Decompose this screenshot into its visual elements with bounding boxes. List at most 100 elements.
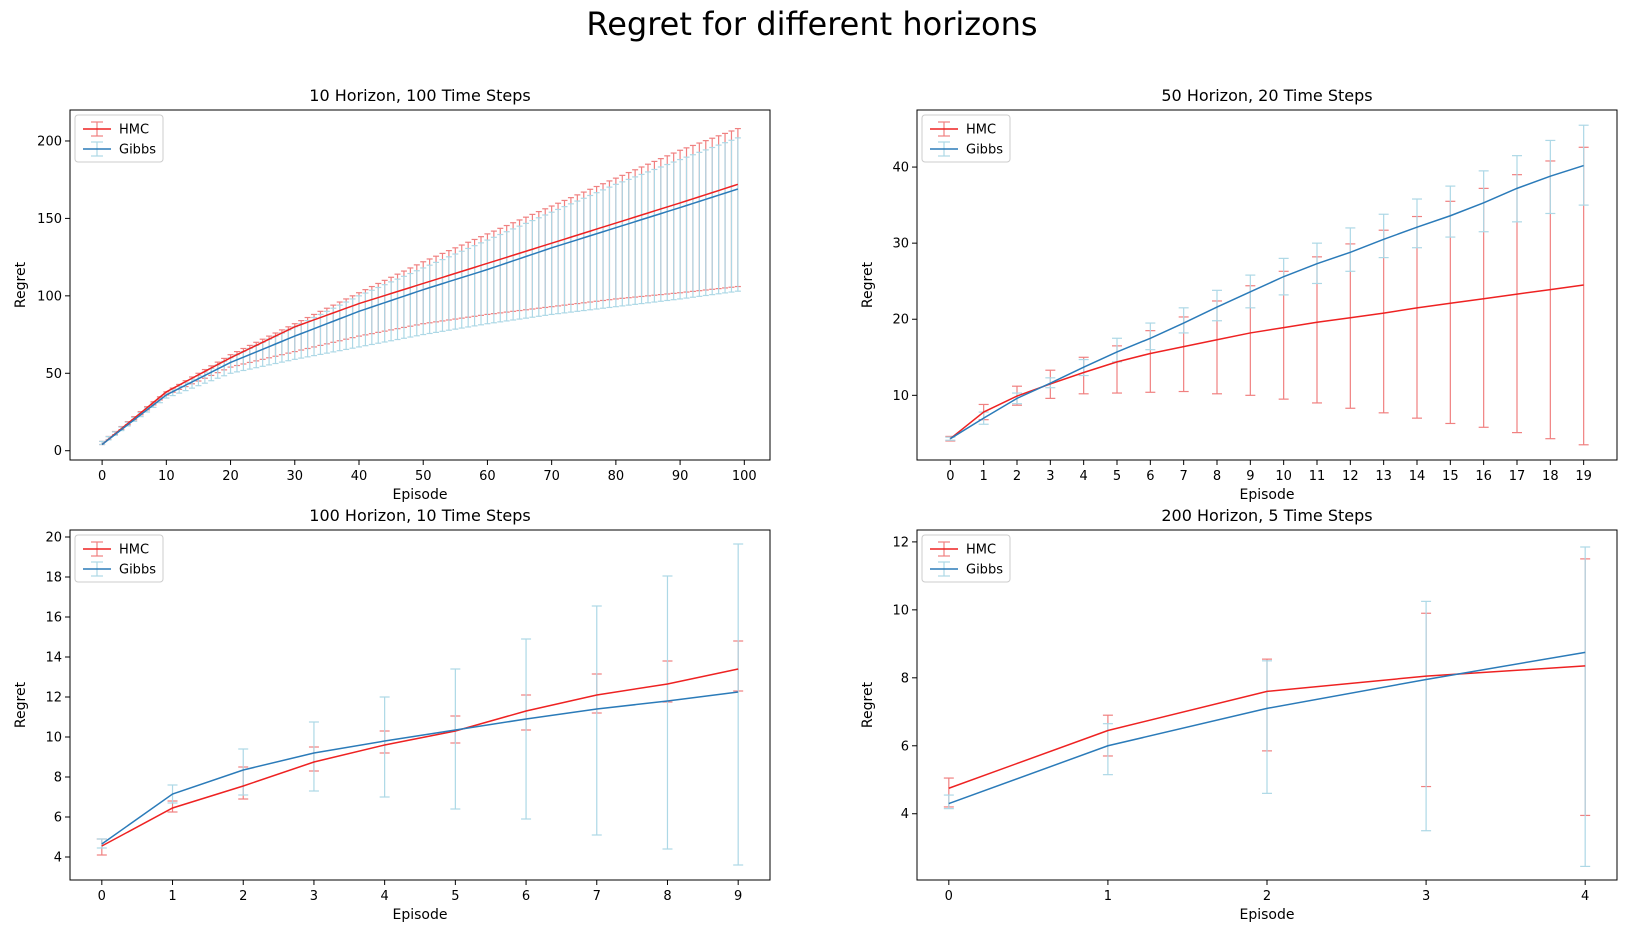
errorbars-gibbs: [945, 124, 1589, 441]
series-line-hmc: [101, 668, 739, 847]
y-axis-label: Regret: [13, 261, 29, 308]
y-tick-label: 50: [45, 367, 62, 382]
x-tick-label: 2: [1013, 469, 1021, 484]
x-tick-label: 70: [543, 469, 560, 484]
x-tick-label: 2: [239, 889, 247, 904]
x-tick-label: 30: [286, 469, 303, 484]
legend: HMC Gibbs: [74, 114, 164, 163]
x-tick-label: 0: [946, 469, 954, 484]
axes-frame: [69, 109, 771, 461]
x-axis-label: Episode: [1240, 487, 1295, 503]
x-tick-label: 4: [1080, 469, 1088, 484]
x-tick-label: 12: [1342, 469, 1359, 484]
x-tick-label: 19: [1575, 469, 1592, 484]
series-line-gibbs: [101, 691, 739, 845]
subplot-1: 10 Horizon, 100 Time Steps 0 10 20 30 40 50 60 7…: [13, 86, 771, 503]
x-tick-label: 1: [168, 889, 176, 904]
x-tick-label: 10: [1275, 469, 1292, 484]
errorbars-gibbs: [943, 546, 1591, 868]
y-tick-label: 12: [45, 691, 62, 706]
y-tick-label: 20: [45, 531, 62, 546]
y-tick-label: 150: [37, 212, 62, 227]
x-tick-label: 13: [1375, 469, 1392, 484]
x-tick-label: 40: [351, 469, 368, 484]
x-tick-label: 3: [310, 889, 318, 904]
y-axis-label: Regret: [860, 261, 876, 308]
x-tick-label: 1: [1104, 889, 1112, 904]
legend: HMC Gibbs: [921, 114, 1011, 163]
subplot-title: 200 Horizon, 5 Time Steps: [1161, 506, 1372, 525]
legend-label: Gibbs: [119, 563, 156, 578]
x-tick-label: 3: [1422, 889, 1430, 904]
legend: HMC Gibbs: [921, 534, 1011, 583]
series-line-hmc: [101, 183, 739, 446]
y-tick-label: 18: [45, 571, 62, 586]
y-tick-label: 12: [892, 535, 909, 550]
x-tick-label: 4: [381, 889, 389, 904]
x-tick-label: 8: [1213, 469, 1221, 484]
errorbars-hmc: [99, 127, 741, 446]
y-tick-label: 0: [54, 444, 62, 459]
x-tick-label: 11: [1309, 469, 1326, 484]
legend-label: HMC: [966, 543, 996, 558]
x-tick-label: 18: [1542, 469, 1559, 484]
errorbars-hmc: [945, 146, 1589, 446]
x-tick-label: 7: [593, 889, 601, 904]
legend-label: HMC: [119, 543, 149, 558]
x-tick-label: 3: [1046, 469, 1054, 484]
legend-label: HMC: [119, 123, 149, 138]
y-axis-label: Regret: [13, 681, 29, 728]
subplot-title: 10 Horizon, 100 Time Steps: [309, 86, 530, 105]
y-tick-label: 6: [901, 739, 909, 754]
x-tick-label: 9: [1246, 469, 1254, 484]
x-tick-label: 14: [1409, 469, 1426, 484]
y-tick-label: 30: [892, 237, 909, 252]
y-tick-label: 40: [892, 161, 909, 176]
legend-label: Gibbs: [966, 143, 1003, 158]
y-tick-label: 100: [37, 289, 62, 304]
series-line-gibbs: [101, 188, 739, 446]
x-tick-label: 80: [608, 469, 625, 484]
y-tick-label: 8: [901, 671, 909, 686]
x-tick-label: 4: [1581, 889, 1589, 904]
x-tick-label: 0: [98, 889, 106, 904]
x-tick-label: 100: [732, 469, 757, 484]
y-tick-label: 16: [45, 611, 62, 626]
x-tick-label: 6: [1146, 469, 1154, 484]
legend-label: Gibbs: [119, 143, 156, 158]
x-axis-label: Episode: [393, 487, 448, 503]
series-line-gibbs: [949, 164, 1584, 440]
x-tick-label: 5: [451, 889, 459, 904]
x-tick-label: 1: [980, 469, 988, 484]
legend-label: Gibbs: [966, 563, 1003, 578]
y-tick-label: 10: [892, 603, 909, 618]
y-tick-label: 14: [45, 651, 62, 666]
series-line-hmc: [949, 284, 1584, 440]
axes-frame: [916, 109, 1618, 461]
y-tick-label: 8: [54, 771, 62, 786]
series-line-hmc: [948, 665, 1586, 789]
x-tick-label: 9: [734, 889, 742, 904]
legend: HMC Gibbs: [74, 534, 164, 583]
x-tick-label: 0: [945, 889, 953, 904]
x-tick-label: 2: [1263, 889, 1271, 904]
x-tick-label: 60: [479, 469, 496, 484]
x-tick-label: 0: [98, 469, 106, 484]
y-tick-label: 4: [901, 807, 909, 822]
errorbars-hmc: [96, 640, 744, 856]
legend-label: HMC: [966, 123, 996, 138]
x-tick-label: 15: [1442, 469, 1459, 484]
x-axis-label: Episode: [393, 907, 448, 923]
x-tick-label: 16: [1475, 469, 1492, 484]
y-tick-label: 6: [54, 811, 62, 826]
axes-frame: [69, 529, 771, 881]
y-tick-label: 4: [54, 851, 62, 866]
figure-title: Regret for different horizons: [586, 5, 1037, 43]
x-tick-label: 20: [222, 469, 239, 484]
x-tick-label: 6: [522, 889, 530, 904]
